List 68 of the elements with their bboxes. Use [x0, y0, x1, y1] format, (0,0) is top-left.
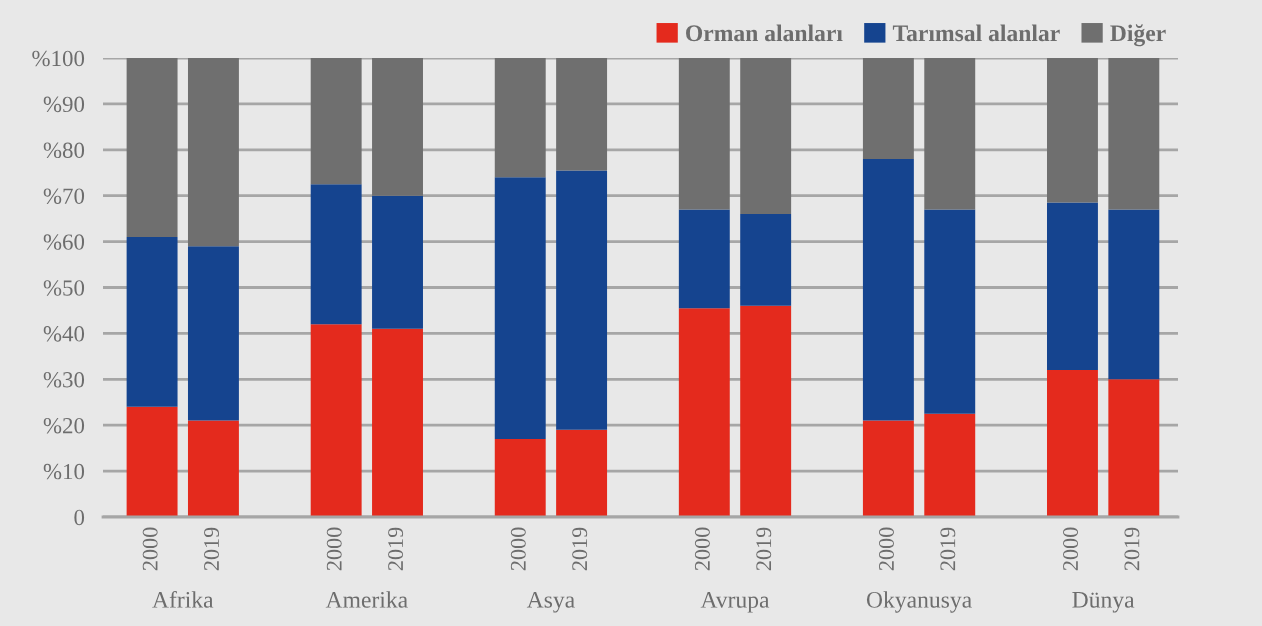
bar — [310, 184, 362, 325]
y-tick-label: %80 — [43, 142, 85, 159]
bar — [1108, 58, 1160, 210]
x-tick-label: 2019 — [204, 527, 220, 571]
x-tick-label: 2019 — [1124, 527, 1140, 571]
y-tick-label: %10 — [43, 463, 85, 480]
bar — [187, 58, 239, 247]
y-tick-label: %100 — [32, 50, 85, 67]
y-tick-label: 0 — [74, 509, 85, 526]
bar — [372, 58, 423, 196]
y-tick-label: %60 — [43, 234, 85, 250]
bar — [924, 413, 976, 517]
bar — [187, 246, 239, 421]
bar — [1108, 209, 1160, 380]
bar — [924, 209, 976, 414]
y-tick-label: %30 — [43, 372, 85, 388]
bar — [1047, 202, 1098, 371]
bar — [310, 58, 362, 185]
text: Okyanusya — [866, 591, 972, 613]
bar — [372, 195, 423, 329]
bar — [1108, 379, 1160, 517]
y-tick-label: %50 — [43, 280, 85, 296]
bar — [862, 58, 914, 159]
text: Dünya — [1072, 592, 1135, 613]
text: Afrika — [152, 590, 214, 608]
bar — [924, 58, 976, 210]
bar — [678, 209, 730, 309]
x-tick-label: 2000 — [694, 527, 710, 571]
bar — [862, 420, 914, 517]
x-tick-label: 2019 — [940, 527, 956, 571]
bar — [310, 324, 362, 517]
x-tick-label: 2000 — [326, 527, 342, 571]
legend-label: Tarımsal alanlar — [892, 24, 1060, 42]
y-tick-label: %20 — [43, 417, 85, 434]
bar — [740, 58, 792, 215]
bar — [372, 328, 423, 517]
bar — [740, 305, 792, 517]
bar — [126, 58, 178, 238]
y-tick-label: %70 — [43, 188, 85, 204]
bar — [862, 158, 914, 421]
bar — [678, 58, 730, 210]
x-tick-label: 2000 — [510, 527, 526, 571]
bar — [556, 170, 608, 430]
bar — [126, 406, 178, 517]
text: Avrupa — [700, 592, 770, 613]
text: Asya — [526, 591, 575, 613]
legend-label: Orman alanları — [686, 24, 843, 42]
y-tick-label: %40 — [43, 326, 85, 342]
x-tick-label: 2000 — [142, 527, 158, 571]
bar — [126, 237, 178, 407]
bar — [740, 214, 792, 306]
x-tick-label: 2019 — [572, 527, 588, 571]
x-tick-label: 2019 — [388, 527, 404, 571]
bar — [494, 177, 546, 439]
bar — [678, 308, 730, 517]
bar — [1047, 58, 1098, 203]
x-tick-label: 2000 — [878, 527, 894, 571]
bar — [187, 420, 239, 517]
bar — [494, 58, 546, 178]
bar — [1047, 370, 1098, 517]
x-tick-label: 2000 — [1063, 527, 1079, 571]
text: Amerika — [325, 591, 408, 608]
legend-label: Diğer — [1110, 24, 1166, 47]
bar — [556, 429, 608, 517]
bar — [556, 58, 608, 171]
bar — [494, 438, 546, 517]
x-tick-label: 2019 — [756, 527, 772, 571]
y-tick-label: %90 — [43, 96, 85, 113]
